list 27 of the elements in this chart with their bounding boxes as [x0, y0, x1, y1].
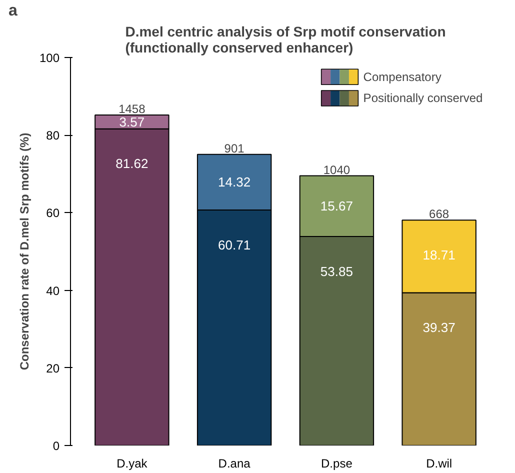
x-tick-label: D.pse — [321, 456, 353, 470]
x-tick-label: D.yak — [116, 456, 148, 470]
data-label: 3.57 — [119, 114, 145, 130]
y-tick-label: 60 — [46, 206, 60, 220]
y-tick-label: 100 — [39, 51, 60, 65]
x-tick-label: D.ana — [218, 456, 251, 470]
data-label: 53.85 — [320, 264, 353, 279]
chart-title: D.mel centric analysis of Srp motif conservation (functionally conserved enhancer) — [125, 24, 446, 56]
y-tick-label: 0 — [52, 439, 60, 453]
data-label: 81.62 — [116, 156, 148, 172]
data-label: 60.71 — [218, 237, 251, 252]
text: a — [8, 2, 18, 20]
data-label: 39.37 — [422, 320, 456, 336]
data-label: 15.67 — [320, 198, 353, 214]
x-tick-label: D.wil — [426, 456, 452, 470]
annotation: 1458 — [118, 102, 146, 116]
y-tick-label: 80 — [46, 128, 60, 143]
annotation: 901 — [224, 141, 245, 156]
annotation: 668 — [429, 207, 450, 222]
legend-label: Compensatory — [363, 70, 442, 84]
annotation: 1040 — [323, 162, 350, 177]
y-tick-label: 40 — [46, 284, 60, 298]
legend-label: Positionally conserved — [363, 91, 483, 106]
y-tick-label: 20 — [46, 361, 60, 376]
data-label: 18.71 — [422, 248, 456, 263]
y-axis-title: Conservation rate of D.mel Srp motifs (%) — [17, 132, 32, 370]
data-label: 14.32 — [218, 174, 251, 190]
